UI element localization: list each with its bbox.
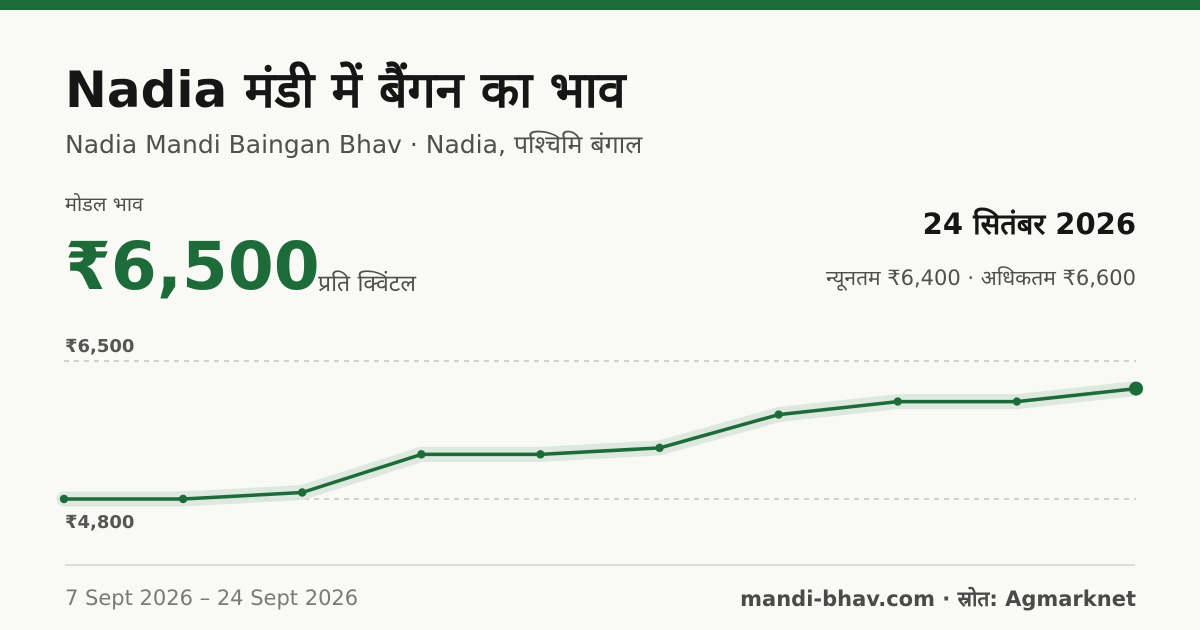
min-max-range: न्यूनतम ₹6,400 · अधिकतम ₹6,600 — [826, 266, 1136, 290]
top-accent-bar — [0, 0, 1200, 10]
price-range-band — [56, 381, 1144, 507]
page-subtitle: Nadia Mandi Baingan Bhav · Nadia, पश्चिम… — [65, 130, 643, 159]
price-point — [655, 443, 664, 453]
price-point — [178, 494, 188, 504]
price-point — [417, 450, 426, 459]
page-title: Nadia मंडी में बैंगन का भाव — [65, 61, 626, 119]
price-point — [774, 410, 783, 419]
footer-source: mandi-bhav.com · स्रोत: Agmarknet — [740, 587, 1136, 611]
price-date: 24 सितंबर 2026 — [922, 207, 1136, 241]
y-tick-label: ₹6,500 — [65, 336, 134, 357]
price-unit: प्रति क्विंटल — [318, 271, 416, 297]
price-point — [536, 450, 545, 459]
price-point — [59, 494, 69, 504]
model-price-label: मोडल भाव — [65, 192, 144, 216]
price-point — [893, 397, 902, 406]
price-point — [1012, 397, 1022, 406]
price-point — [298, 488, 307, 497]
y-tick-label: ₹4,800 — [65, 512, 134, 533]
price-line — [62, 386, 1138, 501]
model-price-value: ₹6,500 — [65, 228, 320, 305]
footer-date-range: 7 Sept 2026 – 24 Sept 2026 — [65, 586, 359, 610]
latest-price-point — [1129, 381, 1143, 396]
